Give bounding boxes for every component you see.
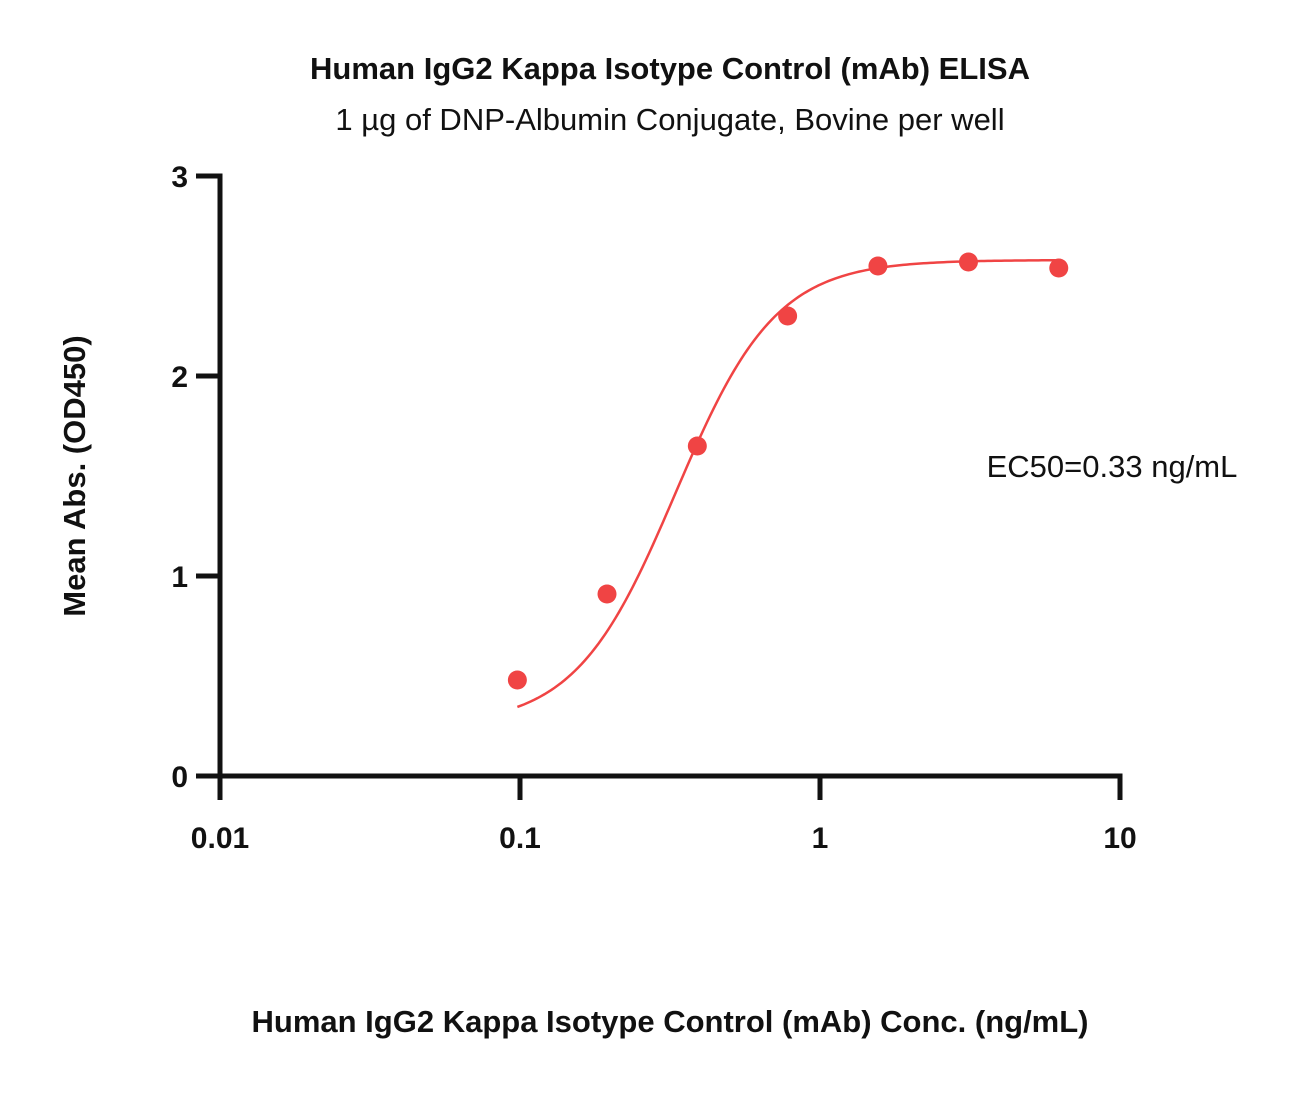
data-point — [778, 306, 798, 326]
data-point — [868, 256, 888, 276]
x-axis-label: Human IgG2 Kappa Isotype Control (mAb) C… — [252, 1004, 1089, 1039]
y-tick-label: 0 — [171, 761, 188, 794]
fit-curve-layer — [516, 258, 1059, 709]
fit-curve — [516, 258, 1059, 709]
chart-subtitle: 1 µg of DNP-Albumin Conjugate, Bovine pe… — [335, 102, 1004, 137]
y-tick-label: 1 — [171, 561, 188, 594]
data-point — [507, 670, 527, 690]
y-tick-label: 3 — [171, 161, 188, 194]
y-axis-label: Mean Abs. (OD450) — [57, 335, 92, 616]
ec50-annotation: EC50=0.33 ng/mL — [987, 449, 1238, 484]
axes: 0 1 2 3 0.01 0.1 1 10 — [171, 161, 1136, 855]
data-point — [597, 584, 617, 604]
chart-title: Human IgG2 Kappa Isotype Control (mAb) E… — [310, 51, 1030, 86]
data-point — [687, 436, 707, 456]
x-tick-label: 1 — [812, 822, 829, 855]
data-points-layer — [507, 252, 1069, 690]
x-tick-label: 10 — [1103, 822, 1136, 855]
x-tick-label: 0.1 — [499, 822, 541, 855]
y-tick-label: 2 — [171, 361, 188, 394]
data-point — [1049, 258, 1069, 278]
x-tick-label: 0.01 — [191, 822, 249, 855]
data-point — [958, 252, 978, 272]
